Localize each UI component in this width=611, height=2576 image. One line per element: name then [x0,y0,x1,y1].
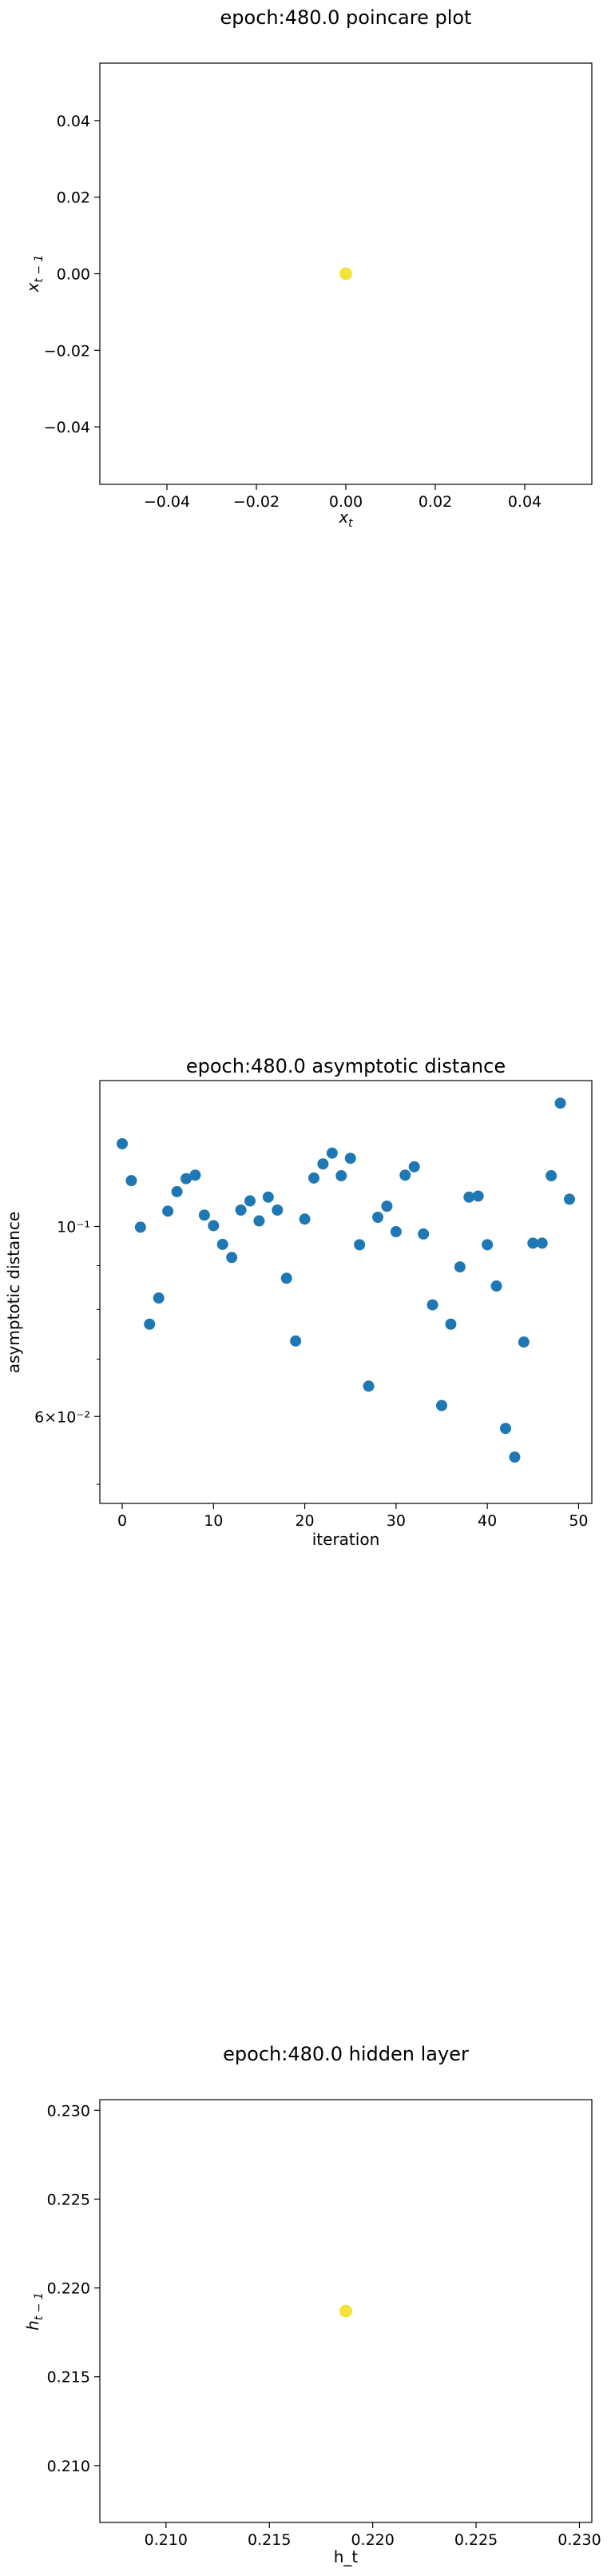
data-point [463,1191,475,1203]
data-point [445,1318,457,1330]
asymptotic-distance-chart: epoch:480.0 asymptotic distance 0 10 20 30 4… [4,1055,593,1549]
x-axis-label: xt [338,508,353,530]
poincare-chart: epoch:480.0 poincare plot −0.04 −0.02 0.00… [23,6,593,530]
x-tick-label: 0.230 [557,2531,601,2549]
hidden-layer-chart: epoch:480.0 hidden layer 0.210 0.215 0.220… [23,2043,601,2566]
data-point [339,2304,352,2318]
y-tick-label: 0.00 [57,266,90,284]
data-point [381,1200,393,1212]
data-point [244,1195,256,1207]
data-point [527,1237,539,1249]
data-point [546,1170,557,1182]
data-point [317,1158,329,1170]
y-tick-label: 6×10⁻² [34,1408,90,1426]
x-tick-label: 0.00 [329,493,363,511]
x-tick-label: 0.210 [145,2531,188,2549]
data-point [171,1185,183,1197]
data-point [482,1239,494,1251]
x-tick-label: 0.220 [351,2531,394,2549]
data-point [436,1399,447,1411]
x-tick-label: 10 [204,1512,223,1530]
chart-title: epoch:480.0 hidden layer [223,2043,469,2065]
x-axis-label: h_t [334,2547,359,2566]
data-point [117,1137,128,1149]
x-tick-label: 0.04 [508,493,542,511]
x-tick-label: 0.225 [454,2531,498,2549]
data-point [326,1147,338,1159]
x-tick-label: −0.02 [233,493,280,511]
x-tick-label: −0.04 [144,493,190,511]
data-point [253,1215,265,1227]
x-tick-label: 30 [387,1512,406,1530]
data-point [216,1238,228,1250]
data-point [226,1252,238,1264]
data-point [564,1193,575,1205]
y-axis-label: xt − 1 [23,255,46,293]
data-point [189,1169,201,1181]
data-point [427,1299,438,1311]
asymptotic-distance-figure: epoch:480.0 asymptotic distance 0 10 20 30 4… [0,1039,611,1599]
y-tick-label: 0.215 [47,2369,90,2387]
data-point [262,1191,274,1203]
data-point [162,1205,174,1217]
y-tick-label: −0.02 [44,342,90,360]
y-axis-label: ht − 1 [23,2292,46,2331]
data-point [208,1220,220,1232]
data-point [344,1153,356,1165]
data-point [272,1204,284,1216]
data-point [454,1261,466,1273]
data-point [339,267,352,281]
data-point [335,1170,347,1182]
data-point [181,1173,192,1184]
x-tick-label: 0 [117,1512,127,1530]
chart-title: epoch:480.0 asymptotic distance [186,1055,506,1077]
x-tick-label: 0.215 [248,2531,291,2549]
y-axis-label: asymptotic distance [4,1212,23,1373]
data-point [144,1318,156,1330]
y-tick-label: 0.230 [47,2102,90,2120]
y-tick-label: 0.02 [57,189,90,207]
y-tick-label: 0.225 [47,2191,90,2208]
x-tick-label: 50 [569,1512,588,1530]
data-point [490,1280,502,1292]
plot-frame [99,2099,593,2523]
chart-title: epoch:480.0 poincare plot [220,6,472,29]
data-point [509,1451,521,1463]
data-point [308,1172,319,1184]
data-point [408,1161,420,1173]
data-point [518,1336,530,1348]
y-tick-label: −0.04 [44,419,90,436]
data-point [500,1423,511,1435]
data-point [536,1237,548,1249]
x-tick-label: 0.02 [419,493,452,511]
data-point [290,1335,302,1347]
data-point [390,1226,402,1238]
data-point [354,1239,366,1251]
data-point [235,1204,247,1216]
data-point [153,1292,165,1304]
data-point [125,1175,137,1187]
data-point [472,1190,484,1202]
x-axis-label: iteration [312,1530,380,1549]
y-tick-label: 0.220 [47,2280,90,2298]
data-point [554,1097,566,1109]
data-point [280,1272,292,1284]
plot-frame [99,1080,593,1504]
data-point [399,1169,411,1181]
hidden-layer-figure: epoch:480.0 hidden layer 0.210 0.215 0.220… [0,1998,611,2576]
y-tick-label: 10⁻¹ [57,1218,90,1236]
x-tick-label: 40 [478,1512,497,1530]
x-tick-label: 20 [295,1512,314,1530]
data-point [198,1209,210,1221]
data-point [299,1213,311,1225]
y-tick-label: 0.04 [57,113,90,130]
data-point [363,1380,375,1392]
data-point [134,1221,146,1233]
y-tick-label: 0.210 [47,2458,90,2475]
data-point [418,1228,430,1240]
poincare-figure: epoch:480.0 poincare plot −0.04 −0.02 0.00… [0,0,611,575]
data-point [372,1211,383,1223]
